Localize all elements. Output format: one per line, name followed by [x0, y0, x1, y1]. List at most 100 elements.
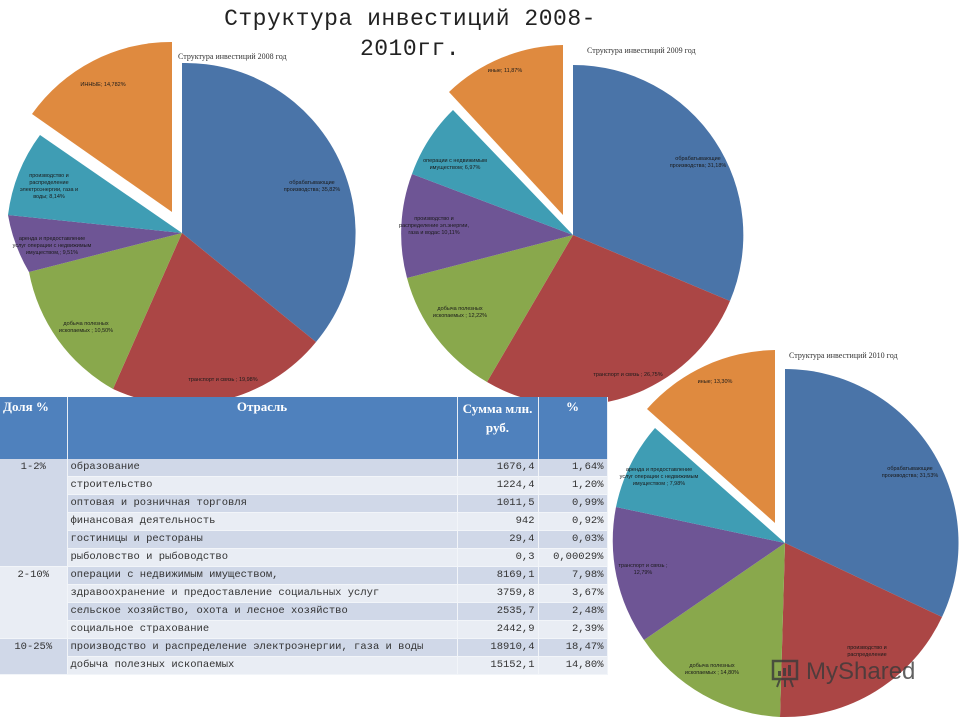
pct-cell: 0,00029% — [538, 548, 608, 567]
pct-cell: 18,47% — [538, 638, 608, 657]
header-share: Доля % — [0, 397, 68, 459]
slice-red — [487, 235, 730, 406]
sum-cell: 942 — [457, 512, 539, 531]
pie-2010-title: Структура инвестиций 2010 год — [789, 351, 898, 360]
slide-title-line2: 2010гг. — [359, 36, 461, 62]
pie-chart-2008: Структура инвестиций 2008 год обрабатыва… — [0, 40, 370, 405]
slice-orange-exploded — [32, 41, 172, 212]
label-orange: иные; 11,87% — [487, 68, 523, 74]
slice-green — [407, 235, 573, 382]
sum-cell: 18910,4 — [457, 638, 539, 657]
slice-purple — [401, 174, 573, 278]
label-red: производство и распределение — [847, 645, 887, 658]
pct-cell: 0,92% — [538, 512, 608, 531]
table-row: 1-2% образование 1676,4 1,64% — [0, 459, 608, 567]
pct-cell: 7,98% — [538, 566, 608, 585]
group-cell: 1-2% — [0, 459, 68, 567]
pie-2008-title: Структура инвестиций 2008 год — [178, 52, 287, 61]
slice-purple — [612, 507, 785, 640]
group-cell: 10-25% — [0, 638, 68, 675]
industry-cell: здравоохранение и предоставление социаль… — [67, 584, 458, 603]
slice-teal — [616, 428, 785, 543]
label-teal: производство и распределение электроэнер… — [19, 173, 79, 200]
table-row: финансовая деятельность 942 0,92% — [0, 512, 608, 531]
industry-cell: гостиницы и рестораны — [67, 530, 458, 549]
label-orange: иные; 13,30% — [697, 379, 733, 385]
sum-cell: 8169,1 — [457, 566, 539, 585]
slice-orange-exploded — [449, 45, 563, 215]
slice-purple — [8, 215, 182, 272]
label-blue: обрабатывающие производства; 31,53% — [881, 466, 939, 479]
sum-cell: 0,3 — [457, 548, 539, 567]
pct-cell: 2,48% — [538, 602, 608, 621]
label-red: транспорт и связь ; 26,75% — [593, 372, 663, 378]
industry-cell: образование — [67, 459, 458, 477]
table-row: здравоохранение и предоставление социаль… — [0, 584, 608, 603]
label-blue: обрабатывающие производства; 31,18% — [669, 156, 727, 169]
slice-blue — [573, 64, 744, 302]
slice-blue — [182, 62, 356, 343]
pie-2009-svg — [401, 45, 744, 406]
table-row: гостиницы и рестораны 29,4 0,03% — [0, 530, 608, 549]
pie-chart-2009: Структура инвестиций 2009 год обрабатыва… — [395, 40, 760, 406]
watermark: MyShared — [768, 655, 915, 689]
slide-title: Структура инвестиций 2008- 2010гг. — [180, 4, 640, 64]
pct-cell: 0,99% — [538, 494, 608, 513]
watermark-text: MyShared — [806, 658, 916, 685]
label-green: добыча полезных ископаемых ; 12,22% — [432, 306, 488, 319]
slide-title-line1: Структура инвестиций 2008- — [224, 6, 596, 32]
industry-cell: производство и распределение электроэнер… — [67, 638, 458, 657]
sum-cell: 2442,9 — [457, 620, 539, 639]
table-row: сельское хозяйство, охота и лесное хозяй… — [0, 602, 608, 621]
pie-chart-2010: Структура инвестиций 2010 год обрабатыва… — [605, 345, 960, 720]
sum-cell: 1676,4 — [457, 459, 539, 477]
slice-teal — [8, 135, 182, 233]
pct-cell: 14,80% — [538, 656, 608, 675]
pie-2010-svg — [612, 350, 959, 718]
label-red: транспорт и связь ; 19,98% — [188, 377, 258, 383]
pct-cell: 0,03% — [538, 530, 608, 549]
table-row: 2-10% операции с недвижимым имуществом, … — [0, 566, 608, 639]
table-row: оптовая и розничная торговля 1011,5 0,99… — [0, 494, 608, 513]
label-green: добыча полезных ископаемых ; 10,50% — [58, 321, 114, 334]
industry-cell: операции с недвижимым имуществом, — [67, 566, 458, 585]
pie-2009-title: Структура инвестиций 2009 год — [587, 46, 696, 55]
table-row: рыболовство и рыбоводство 0,3 0,00029% — [0, 548, 608, 567]
label-green: добыча полезных ископаемых ; 14,80% — [684, 663, 740, 676]
industry-cell: рыболовство и рыбоводство — [67, 548, 458, 567]
pct-cell: 2,39% — [538, 620, 608, 639]
industry-cell: сельское хозяйство, охота и лесное хозяй… — [67, 602, 458, 621]
header-pct: % — [538, 397, 608, 459]
header-industry: Отрасль — [67, 397, 458, 459]
label-orange: ИННЫЕ; 14,782% — [80, 82, 126, 88]
pct-cell: 3,67% — [538, 584, 608, 603]
label-purple: аренда и предоставление услуг операции с… — [12, 236, 92, 256]
table-row: добыча полезных ископаемых 15152,1 14,80… — [0, 656, 608, 675]
table-row: социальное страхование 2442,9 2,39% — [0, 620, 608, 639]
industry-cell: добыча полезных ископаемых — [67, 656, 458, 675]
label-purple: производство и распределение эл.энергии,… — [399, 216, 469, 236]
table-row: 10-25% производство и распределение элек… — [0, 638, 608, 675]
slice-teal — [412, 110, 573, 235]
slice-blue — [785, 369, 959, 617]
sum-cell: 15152,1 — [457, 656, 539, 675]
table-header-row: Доля % Отрасль Сумма млн. руб. % — [0, 397, 608, 459]
sum-cell: 1224,4 — [457, 476, 539, 495]
slice-red — [113, 233, 316, 405]
label-teal: операции с недвижимым имуществом; 6,97% — [423, 158, 487, 171]
industry-cell: финансовая деятельность — [67, 512, 458, 531]
label-teal: аренда и предоставление услуг операции с… — [619, 467, 699, 487]
slice-red — [780, 543, 942, 718]
table-row: строительство 1224,4 1,20% — [0, 476, 608, 495]
industry-cell: оптовая и розничная торговля — [67, 494, 458, 513]
pie-2008-svg — [8, 41, 356, 405]
presentation-board-icon — [771, 659, 799, 688]
sum-cell: 29,4 — [457, 530, 539, 549]
pct-cell: 1,20% — [538, 476, 608, 495]
industry-investment-table: Доля % Отрасль Сумма млн. руб. % 1-2% об… — [0, 397, 608, 675]
sum-cell: 1011,5 — [457, 494, 539, 513]
industry-cell: строительство — [67, 476, 458, 495]
pct-cell: 1,64% — [538, 459, 608, 477]
label-purple: транспорт и связь ; 12,79% — [618, 563, 668, 576]
slice-green — [29, 233, 182, 389]
